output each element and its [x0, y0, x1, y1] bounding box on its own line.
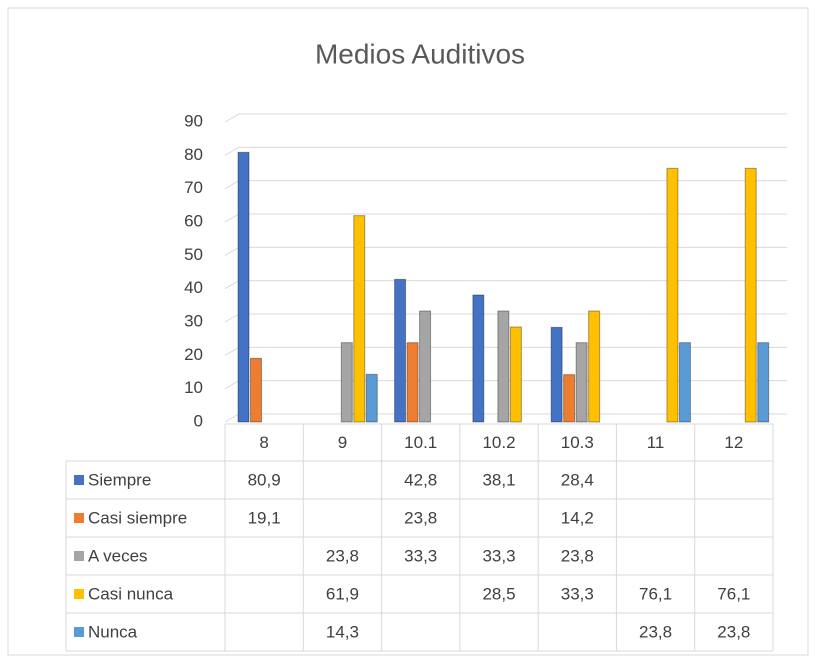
table-cell: 33,3 [404, 546, 437, 565]
y-tick-label: 40 [184, 278, 203, 297]
table-cell: 76,1 [639, 584, 672, 603]
table-cell: 19,1 [248, 508, 281, 527]
bar [340, 342, 353, 423]
grid-line [224, 146, 787, 156]
x-tick-label: 9 [338, 433, 347, 452]
x-tick-label: 11 [647, 433, 665, 452]
grid-line [224, 113, 787, 123]
x-tick-label: 10.1 [404, 433, 437, 452]
legend-label: Casi nunca [88, 584, 174, 603]
y-tick-label: 0 [194, 411, 203, 430]
chart-title: Medios Auditivos [315, 38, 525, 69]
legend-key [74, 513, 84, 523]
legend-label: Siempre [88, 470, 151, 489]
y-tick-label: 70 [184, 178, 203, 197]
bar [575, 342, 588, 423]
y-tick-label: 30 [184, 311, 203, 330]
table-cell: 33,3 [561, 584, 594, 603]
bar [353, 215, 366, 423]
bar [678, 342, 691, 423]
legend-key [74, 475, 84, 485]
bar [563, 374, 576, 423]
table-cell: 23,8 [326, 546, 359, 565]
table-cell: 14,3 [326, 622, 359, 641]
bar [588, 310, 601, 423]
bar [550, 326, 563, 423]
y-tick-label: 60 [184, 211, 203, 230]
table-cell: 28,5 [482, 584, 515, 603]
bar [237, 151, 250, 423]
table-cell: 38,1 [482, 470, 515, 489]
legend-label: Casi siempre [88, 508, 187, 527]
legend-key [74, 589, 84, 599]
table-cell: 14,2 [561, 508, 594, 527]
table-cell: 80,9 [248, 470, 281, 489]
table-cell: 33,3 [482, 546, 515, 565]
bar [394, 278, 407, 423]
bar [757, 342, 770, 423]
bar [472, 294, 485, 423]
table-cell: 23,8 [717, 622, 750, 641]
y-tick-label: 20 [184, 345, 203, 364]
bar [406, 342, 419, 423]
x-tick-label: 8 [259, 433, 268, 452]
bar [250, 357, 262, 423]
legend-label: Nunca [88, 622, 138, 641]
table-cell: 28,4 [561, 470, 594, 489]
y-tick-label: 50 [184, 245, 203, 264]
legend-label: A veces [88, 546, 148, 565]
bar [419, 310, 432, 423]
bar [509, 326, 522, 423]
x-tick-label: 10.3 [561, 433, 594, 452]
y-tick-label: 90 [184, 111, 203, 130]
table-cell: 23,8 [561, 546, 594, 565]
x-tick-label: 12 [724, 433, 743, 452]
x-tick-label: 10.2 [482, 433, 515, 452]
bar [497, 310, 510, 423]
bar [744, 167, 757, 423]
y-tick-label: 10 [184, 378, 203, 397]
table-cell: 42,8 [404, 470, 437, 489]
legend-key [74, 627, 84, 637]
table-cell: 23,8 [639, 622, 672, 641]
bar [666, 167, 679, 423]
table-cell: 23,8 [404, 508, 437, 527]
legend-key [74, 551, 84, 561]
table-cell: 76,1 [717, 584, 750, 603]
table-cell: 61,9 [326, 584, 359, 603]
y-tick-label: 80 [184, 145, 203, 164]
bar [365, 373, 378, 423]
